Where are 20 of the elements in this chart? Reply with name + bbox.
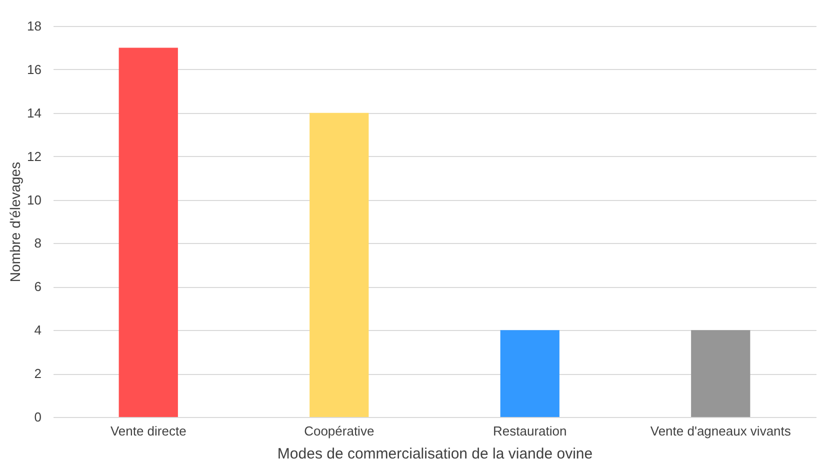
x-tick-label: Coopérative bbox=[304, 424, 374, 438]
y-tick-label: 10 bbox=[27, 192, 42, 208]
x-tick-label: Vente directe bbox=[110, 424, 186, 438]
bar bbox=[118, 48, 178, 417]
y-axis-title: Nombre d'élevages bbox=[7, 162, 24, 282]
bar bbox=[500, 330, 560, 417]
y-tick-label: 4 bbox=[34, 322, 42, 338]
x-axis-title: Modes de commercialisation de la viande ovine bbox=[277, 446, 593, 462]
x-tick-label: Vente d'agneaux vivants bbox=[650, 424, 792, 438]
y-tick-label: 16 bbox=[27, 62, 42, 77]
y-tick-label: 18 bbox=[27, 18, 42, 34]
y-tick-label: 14 bbox=[27, 105, 42, 120]
y-tick-label: 8 bbox=[34, 236, 42, 251]
bar bbox=[691, 330, 750, 417]
y-tick-label: 2 bbox=[34, 366, 42, 382]
y-tick-label: 12 bbox=[27, 148, 42, 164]
bar bbox=[310, 112, 369, 417]
x-tick-label: Restauration bbox=[493, 424, 567, 438]
y-tick-label: 6 bbox=[34, 279, 42, 294]
y-tick-label: 0 bbox=[34, 410, 42, 424]
